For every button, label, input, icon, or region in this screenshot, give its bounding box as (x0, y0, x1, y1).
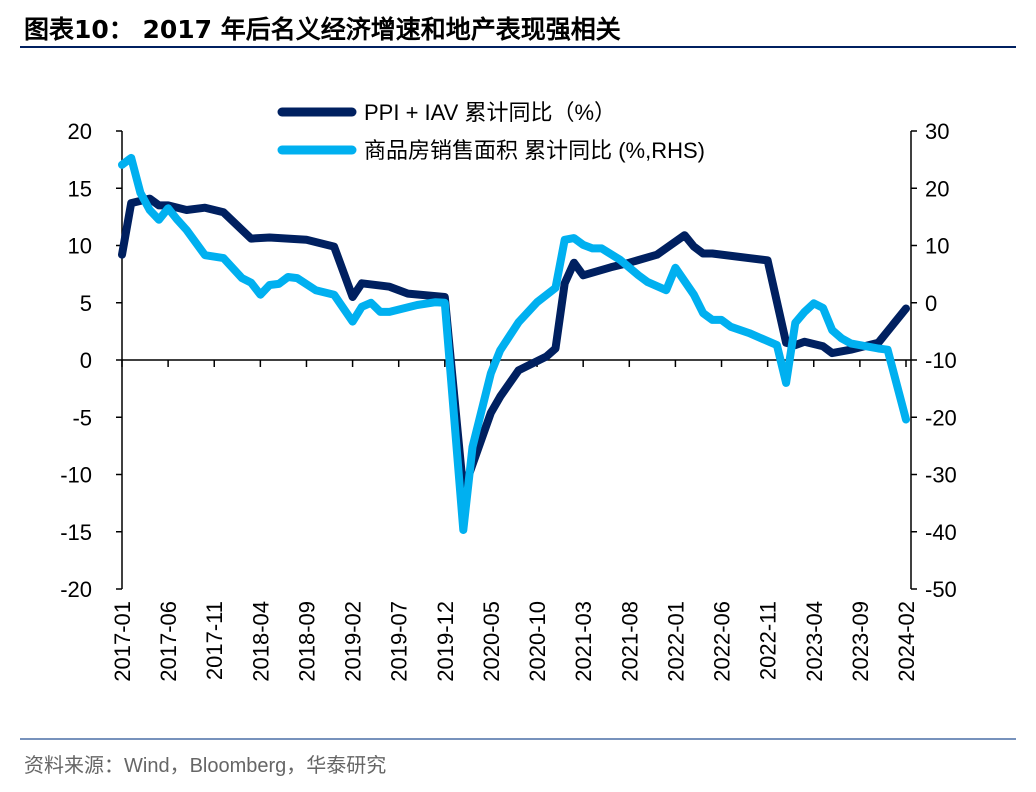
axes: 20 15 10 5 0 -5 -10 -15 -20 30 20 10 0 -10 -20 -30 -40 -5… (60, 119, 957, 682)
right-tick-label: -20 (925, 405, 957, 430)
x-tick-label: 2020-10 (525, 601, 550, 682)
x-tick-label: 2023-09 (848, 601, 873, 682)
right-tick-label: -50 (925, 577, 957, 602)
x-tick-label: 2019-07 (387, 601, 412, 682)
x-tick-label: 2018-09 (294, 601, 319, 682)
x-tick-label: 2023-04 (802, 601, 827, 682)
left-tick-label: -20 (60, 577, 92, 602)
x-tick-label: 2018-04 (248, 601, 273, 682)
source-note: 资料来源：Wind，Bloomberg，华泰研究 (24, 754, 386, 777)
right-tick-label: 10 (925, 234, 949, 259)
x-tick-label: 2019-02 (341, 601, 366, 682)
x-tick-label: 2021-03 (571, 601, 596, 682)
x-tick-label: 2017-11 (202, 601, 227, 680)
series-line-housing-sales (118, 153, 910, 534)
series-line-ppi-iav (118, 194, 910, 495)
left-tick-label: 5 (80, 291, 92, 316)
right-tick-label: -10 (925, 348, 957, 373)
x-tick-label: 2021-08 (617, 601, 642, 682)
x-tick-label: 2019-12 (433, 601, 458, 682)
x-tick-label: 2020-05 (479, 601, 504, 682)
x-tick-label: 2022-01 (663, 601, 688, 682)
legend-label-housing-sales: 商品房销售面积 累计同比 (%,RHS) (364, 138, 705, 163)
right-tick-label: -30 (925, 463, 957, 488)
right-tick-label: 0 (925, 291, 937, 316)
legend-label-ppi-iav: PPI + IAV 累计同比（%） (364, 100, 616, 125)
x-tick-label: 2017-01 (110, 601, 135, 682)
right-tick-label: 20 (925, 176, 949, 201)
legend: PPI + IAV 累计同比（%） 商品房销售面积 累计同比 (%,RHS) (277, 100, 705, 163)
left-tick-label: 15 (68, 176, 92, 201)
chart-title: 图表10： 2017 年后名义经济增速和地产表现强相关 (24, 15, 621, 44)
x-tick-label: 2017-06 (156, 601, 181, 682)
left-tick-label: -15 (60, 520, 92, 545)
right-tick-label: 30 (925, 119, 949, 144)
right-tick-label: -40 (925, 520, 957, 545)
x-tick-label: 2022-11 (756, 601, 781, 680)
left-tick-label: -10 (60, 463, 92, 488)
x-tick-label: 2024-02 (894, 601, 919, 682)
left-tick-label: 20 (68, 119, 92, 144)
left-tick-label: 10 (68, 234, 92, 259)
left-tick-label: 0 (80, 348, 92, 373)
left-tick-label: -5 (72, 405, 92, 430)
series-lines (118, 153, 910, 534)
x-tick-label: 2022-06 (710, 601, 735, 682)
